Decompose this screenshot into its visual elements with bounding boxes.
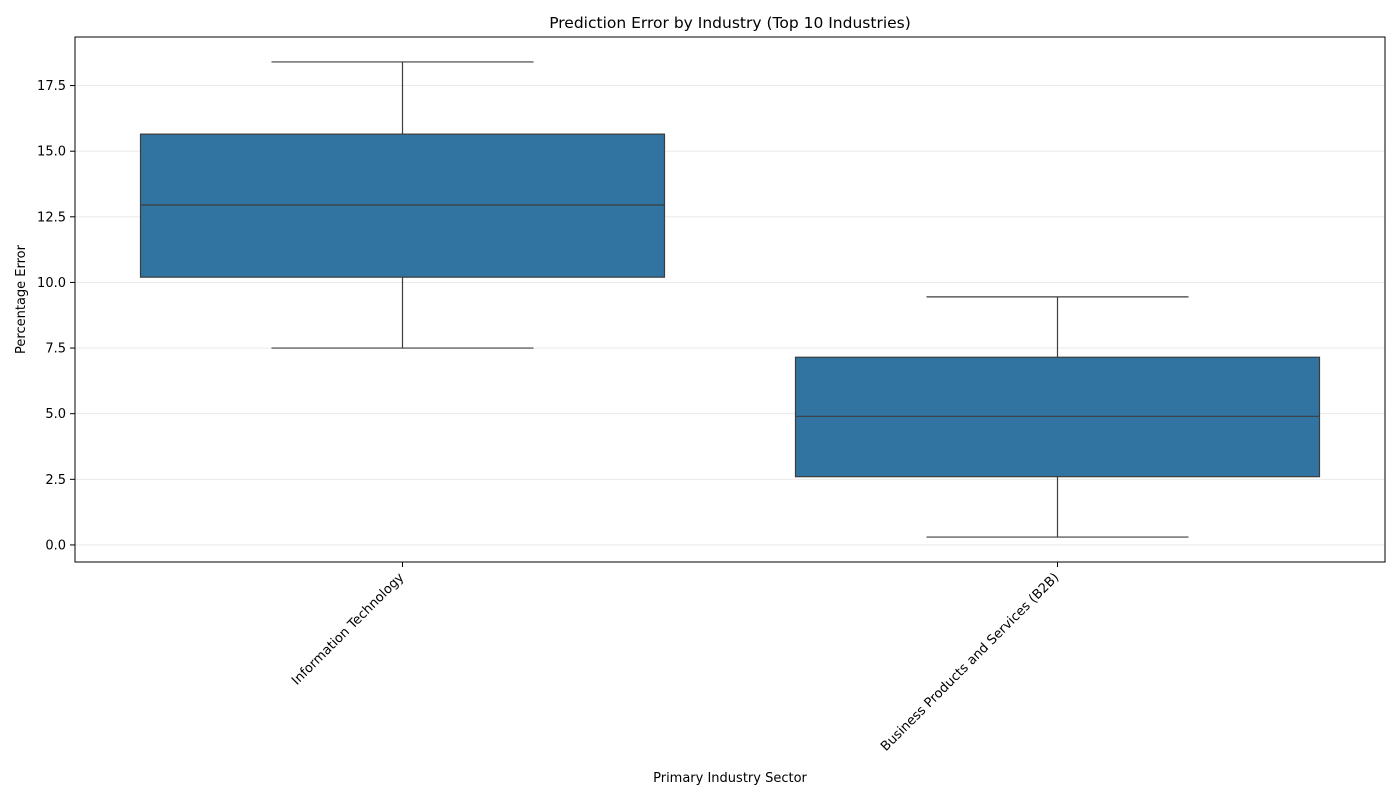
y-tick-label: 10.0: [37, 276, 66, 291]
y-axis-label: Percentage Error: [14, 244, 29, 354]
chart-title: Prediction Error by Industry (Top 10 Ind…: [549, 14, 911, 32]
iqr-box: [139, 133, 666, 278]
y-tick-label: 12.5: [37, 210, 66, 225]
box-information-technology: [139, 61, 666, 349]
plot-area-frame: [74, 36, 1386, 563]
box-plot-layer: [139, 61, 1321, 538]
x-tick-label: Information Technology: [289, 570, 407, 688]
y-tick-label: 2.5: [45, 473, 66, 488]
y-tick-label: 5.0: [45, 407, 66, 422]
y-tick-label: 7.5: [45, 342, 66, 357]
y-tick-label: 15.0: [37, 145, 66, 160]
x-axis-label: Primary Industry Sector: [653, 771, 807, 786]
y-tick-label: 17.5: [37, 79, 66, 94]
y-axis-ticks: 0.0 2.5 5.0 7.5 10.0 12.5 15.0 17.5: [37, 79, 75, 553]
y-tick-label: 0.0: [45, 538, 66, 553]
x-tick-label: Business Products and Services (B2B): [878, 570, 1062, 754]
box-business-products-services: [794, 296, 1321, 538]
iqr-box: [794, 356, 1321, 478]
x-axis-ticks: Information Technology Business Products …: [289, 562, 1062, 754]
